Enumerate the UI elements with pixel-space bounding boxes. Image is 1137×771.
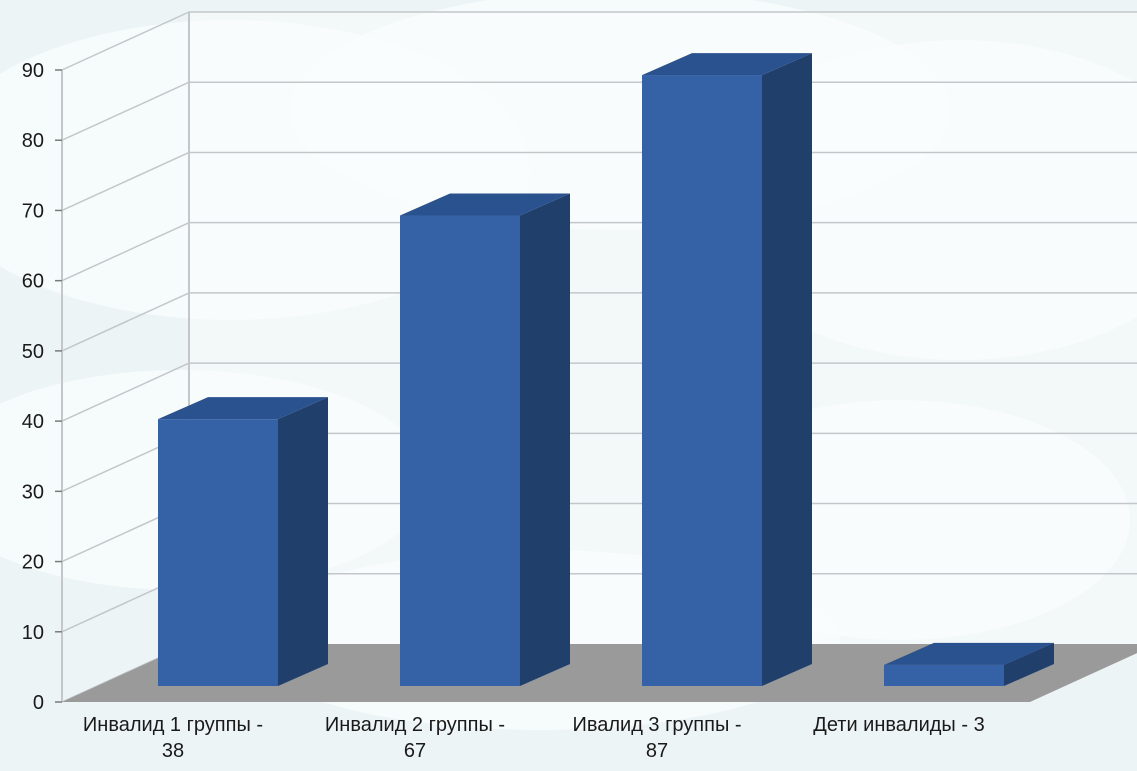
side-gridline bbox=[61, 362, 190, 422]
side-gridline bbox=[61, 151, 190, 212]
bar bbox=[158, 397, 328, 686]
y-tick-label: 10 bbox=[22, 622, 44, 644]
bar-side-face bbox=[520, 193, 570, 686]
bar-side-face bbox=[278, 397, 328, 686]
y-tick-label: 70 bbox=[22, 200, 44, 222]
y-tick-label: 20 bbox=[22, 552, 44, 574]
x-category-label: Инвалид 1 группы -38 bbox=[83, 714, 263, 762]
y-tick-label: 30 bbox=[22, 481, 44, 503]
bar bbox=[884, 642, 1054, 686]
bar-front-face bbox=[158, 419, 278, 686]
side-gridline bbox=[61, 11, 190, 71]
side-gridline bbox=[61, 292, 190, 352]
chart-floor bbox=[62, 644, 1137, 702]
y-tick-label: 40 bbox=[22, 411, 44, 433]
bar-top-face bbox=[642, 53, 812, 76]
bar-top-face bbox=[884, 642, 1054, 665]
bar-front-face bbox=[400, 215, 520, 686]
x-category-label: Инвалид 2 группы -67 bbox=[325, 714, 505, 762]
bar-front-face bbox=[884, 664, 1004, 686]
side-gridline bbox=[61, 81, 190, 141]
y-tick-label: 80 bbox=[22, 130, 44, 152]
side-gridline bbox=[61, 221, 190, 282]
bar-front-face bbox=[642, 75, 762, 687]
bar-side-face bbox=[762, 53, 812, 687]
bar bbox=[642, 53, 812, 687]
y-tick-label: 50 bbox=[22, 341, 44, 363]
y-tick-label: 0 bbox=[33, 692, 44, 714]
y-tick-label: 90 bbox=[22, 60, 44, 82]
x-category-label: Дети инвалиды - 3 bbox=[813, 714, 984, 736]
bar bbox=[400, 193, 570, 686]
bar-top-face bbox=[400, 193, 570, 216]
x-category-label: Ивалид 3 группы -87 bbox=[572, 714, 741, 762]
bar-top-face bbox=[158, 397, 328, 420]
y-tick-label: 60 bbox=[22, 271, 44, 293]
bar-side-face bbox=[1004, 642, 1054, 686]
